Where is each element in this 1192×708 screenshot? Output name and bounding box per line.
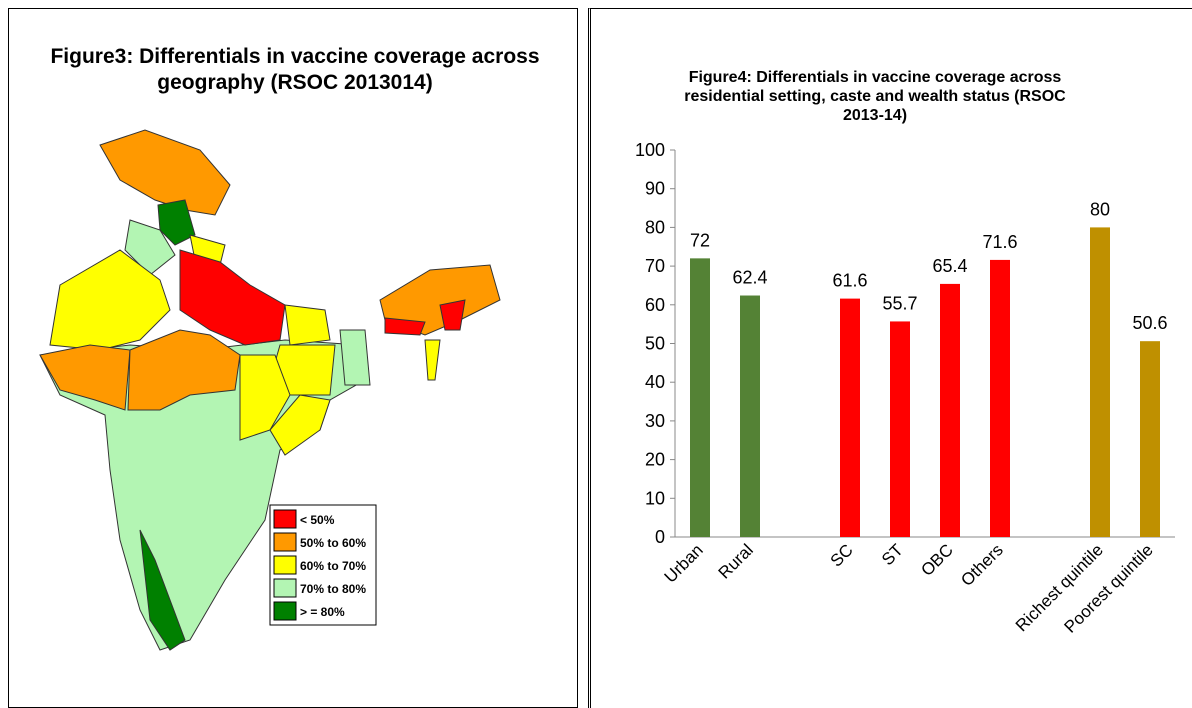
value-label: 62.4 [732, 268, 767, 288]
y-tick-label: 100 [635, 140, 665, 160]
map-region [239, 354, 291, 441]
y-tick-label: 30 [645, 411, 665, 431]
map-region [269, 394, 331, 456]
value-label: 72 [690, 230, 710, 250]
value-label: 71.6 [982, 232, 1017, 252]
y-tick-label: 20 [645, 450, 665, 470]
legend-label: 60% to 70% [300, 559, 366, 573]
map-region [139, 529, 186, 651]
legend-label: 70% to 80% [300, 582, 366, 596]
value-label: 65.4 [932, 256, 967, 276]
chart-title: Figure4: Differentials in vaccine covera… [684, 69, 1066, 124]
y-tick-label: 70 [645, 256, 665, 276]
legend-swatch [273, 601, 297, 621]
india-map [39, 129, 501, 651]
y-tick-label: 0 [655, 527, 665, 547]
x-tick-label: Others [957, 540, 1007, 590]
legend-swatch [273, 532, 297, 552]
x-tick-label: Richest quintile [1012, 540, 1107, 635]
map-region [157, 199, 196, 246]
value-label: 80 [1090, 199, 1110, 219]
value-label: 50.6 [1132, 313, 1167, 333]
bar [840, 298, 860, 537]
value-label: 61.6 [832, 271, 867, 291]
map-region [39, 344, 131, 411]
bar [740, 295, 760, 537]
y-tick-label: 80 [645, 217, 665, 237]
x-tick-label: Rural [715, 540, 757, 582]
legend-swatch [273, 555, 297, 575]
x-tick-label: SC [827, 540, 857, 570]
map-region [49, 249, 171, 351]
map-region [439, 299, 466, 331]
bar [690, 258, 710, 537]
y-tick-label: 90 [645, 179, 665, 199]
bar [940, 283, 960, 537]
x-tick-label: Poorest quintile [1061, 540, 1157, 636]
value-label: 55.7 [882, 293, 917, 313]
map-region [124, 219, 176, 276]
legend-label: > = 80% [300, 605, 345, 619]
y-tick-label: 40 [645, 372, 665, 392]
legend-swatch [273, 578, 297, 598]
bar [1090, 227, 1110, 537]
map-region [99, 129, 231, 216]
y-tick-label: 50 [645, 334, 665, 354]
bar [1140, 341, 1160, 537]
x-tick-label: OBC [917, 540, 956, 579]
map-region [284, 304, 331, 346]
chart-panel [588, 8, 1192, 708]
legend-label: 50% to 60% [300, 536, 366, 550]
legend-label: < 50% [300, 513, 335, 527]
legend-swatch [273, 509, 297, 529]
x-tick-label: Urban [661, 540, 707, 586]
bar [990, 259, 1010, 537]
map-region [127, 329, 241, 411]
map-region [179, 249, 286, 346]
map-title: Figure3: Differentials in vaccine covera… [50, 45, 540, 94]
bar [890, 321, 910, 537]
map-region [384, 317, 426, 336]
y-tick-label: 60 [645, 295, 665, 315]
y-tick-label: 10 [645, 488, 665, 508]
map-region [424, 339, 441, 381]
x-tick-label: ST [878, 540, 907, 569]
map-region [339, 329, 371, 386]
